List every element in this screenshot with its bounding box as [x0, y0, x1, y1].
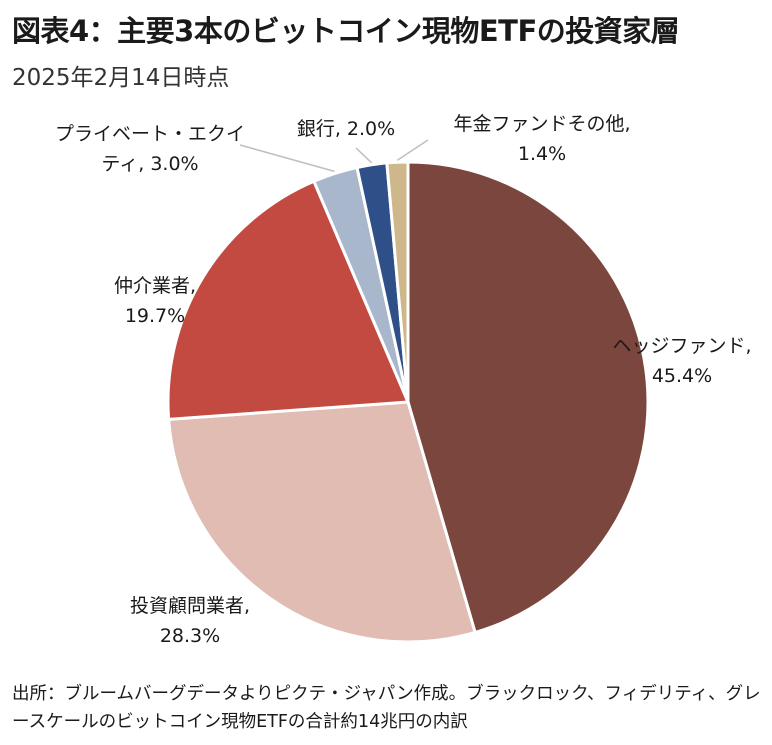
slice-1-label: ヘッジファンド, 45.4%	[612, 335, 751, 387]
slice-3	[166, 179, 411, 421]
slice-2-label: 投資顧問業者, 28.3%	[130, 595, 250, 647]
slice-5-label: 銀行, 2.0%	[297, 118, 395, 140]
pie-slices	[166, 160, 650, 644]
slice-labels: ヘッジファンド, 45.4% 投資顧問業者, 28.3% 仲介業者, 19.7% プライベー…	[55, 113, 752, 647]
slice-5-leader-line	[355, 147, 373, 164]
slice-4-leader-line	[239, 144, 335, 173]
chart-subtitle: 2025年2月14日時点	[12, 65, 230, 91]
slice-4-label: プライベート・エクイティ, 3.0%	[55, 123, 245, 175]
slice-6-label: 年金ファンドその他, 1.4%	[453, 113, 630, 165]
slice-6	[385, 160, 410, 403]
pie-chart: ヘッジファンド, 45.4% 投資顧問業者, 28.3% 仲介業者, 19.7% プライベー…	[55, 113, 752, 647]
slice-2	[167, 400, 477, 644]
chart-title: 図表4：主要3本のビットコイン現物ETFの投資家層	[12, 14, 680, 48]
leader-lines	[239, 139, 429, 173]
slice-1	[406, 160, 650, 635]
slice-3-label: 仲介業者, 19.7%	[114, 275, 196, 327]
slice-6-leader-line	[396, 139, 429, 161]
source-note: 出所：ブルームバーグデータよりピクテ・ジャパン作成。ブラックロック、フィデリティ…	[12, 684, 761, 732]
